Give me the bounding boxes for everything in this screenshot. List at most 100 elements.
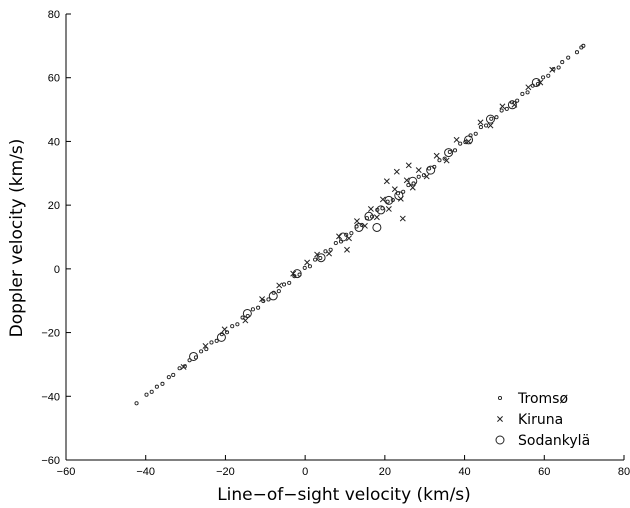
data-point — [452, 148, 458, 153]
data-point — [515, 98, 520, 103]
data-point — [144, 392, 149, 397]
data-point — [406, 183, 411, 188]
data-point — [209, 340, 214, 345]
data-point — [464, 135, 474, 145]
data-point — [385, 199, 390, 204]
y-tick-label: 80 — [48, 9, 60, 21]
legend-label: Sodankylä — [518, 433, 590, 449]
data-point — [423, 173, 430, 180]
data-point — [287, 280, 292, 285]
data-point — [443, 157, 450, 164]
data-point — [487, 122, 494, 129]
data-point — [447, 149, 452, 154]
data-point — [380, 206, 385, 211]
data-point — [313, 257, 318, 262]
x-tick-label: −60 — [57, 466, 76, 478]
data-point — [484, 123, 489, 128]
data-point — [507, 100, 517, 110]
data-point — [338, 232, 348, 242]
x-tick-label: 20 — [379, 466, 391, 478]
data-point — [401, 189, 406, 194]
data-point — [189, 351, 199, 361]
data-point — [499, 108, 504, 113]
data-point — [426, 165, 436, 175]
data-point — [489, 116, 494, 121]
data-point — [442, 156, 447, 161]
data-point — [376, 205, 386, 215]
data-point — [314, 251, 321, 258]
data-point — [160, 381, 165, 386]
data-point — [180, 364, 187, 370]
data-point — [344, 232, 349, 237]
y-tick-label: 60 — [48, 73, 60, 85]
data-point — [399, 215, 406, 222]
x-tick-label: 0 — [302, 466, 308, 478]
y-tick-label: −60 — [41, 455, 60, 467]
data-point — [281, 282, 287, 287]
data-point — [268, 291, 278, 301]
data-point — [221, 326, 228, 333]
data-point — [394, 191, 404, 201]
x-tick-label: −40 — [136, 466, 155, 478]
data-point — [344, 246, 350, 253]
data-point — [372, 222, 382, 232]
legend-label: Kiruna — [518, 412, 563, 428]
data-points — [134, 43, 586, 406]
data-point — [391, 186, 398, 193]
data-point — [525, 84, 532, 91]
x-tick-label: 80 — [618, 466, 630, 478]
data-point — [326, 250, 333, 257]
data-point — [383, 178, 390, 185]
data-point — [149, 389, 154, 394]
data-point — [259, 296, 266, 303]
data-point — [494, 115, 499, 120]
data-point — [214, 338, 219, 343]
data-point — [373, 214, 380, 221]
data-point — [478, 125, 483, 130]
data-point — [485, 114, 495, 124]
data-point — [427, 166, 432, 171]
data-point — [256, 305, 261, 310]
data-point — [134, 401, 139, 406]
data-point — [276, 282, 283, 289]
y-tick-label: −40 — [41, 391, 60, 403]
data-point — [520, 91, 525, 97]
data-point — [187, 358, 192, 363]
data-point — [477, 119, 484, 126]
data-point — [224, 330, 230, 335]
data-point — [242, 317, 249, 324]
data-point — [437, 158, 442, 163]
data-point — [574, 50, 580, 55]
data-point — [154, 384, 159, 389]
data-point — [250, 307, 255, 312]
data-point — [405, 162, 412, 169]
data-point — [333, 241, 338, 246]
data-point — [261, 298, 266, 304]
data-point — [444, 148, 454, 158]
legend-label: Tromsø — [517, 391, 568, 407]
legend: Tromsø Kiruna Sodankylä — [495, 391, 590, 449]
data-point — [463, 140, 468, 145]
y-tick-label: 0 — [54, 264, 60, 276]
data-point — [292, 269, 302, 279]
data-point — [235, 322, 240, 327]
data-point — [504, 106, 509, 111]
data-point — [367, 206, 374, 212]
data-point — [316, 253, 326, 263]
data-point — [177, 366, 182, 371]
data-point — [408, 176, 418, 186]
legend-marker — [497, 416, 503, 422]
series — [189, 77, 541, 361]
data-point — [318, 255, 323, 261]
y-tick-label: −20 — [41, 328, 60, 340]
data-point — [415, 167, 422, 174]
data-point — [581, 43, 586, 48]
data-point — [276, 289, 281, 294]
data-point — [499, 103, 506, 110]
y-axis-label: Doppler velocity (km/s) — [7, 139, 27, 338]
data-point — [556, 65, 561, 70]
legend-marker — [495, 435, 505, 445]
data-point — [458, 141, 463, 146]
x-tick-label: −20 — [216, 466, 235, 478]
